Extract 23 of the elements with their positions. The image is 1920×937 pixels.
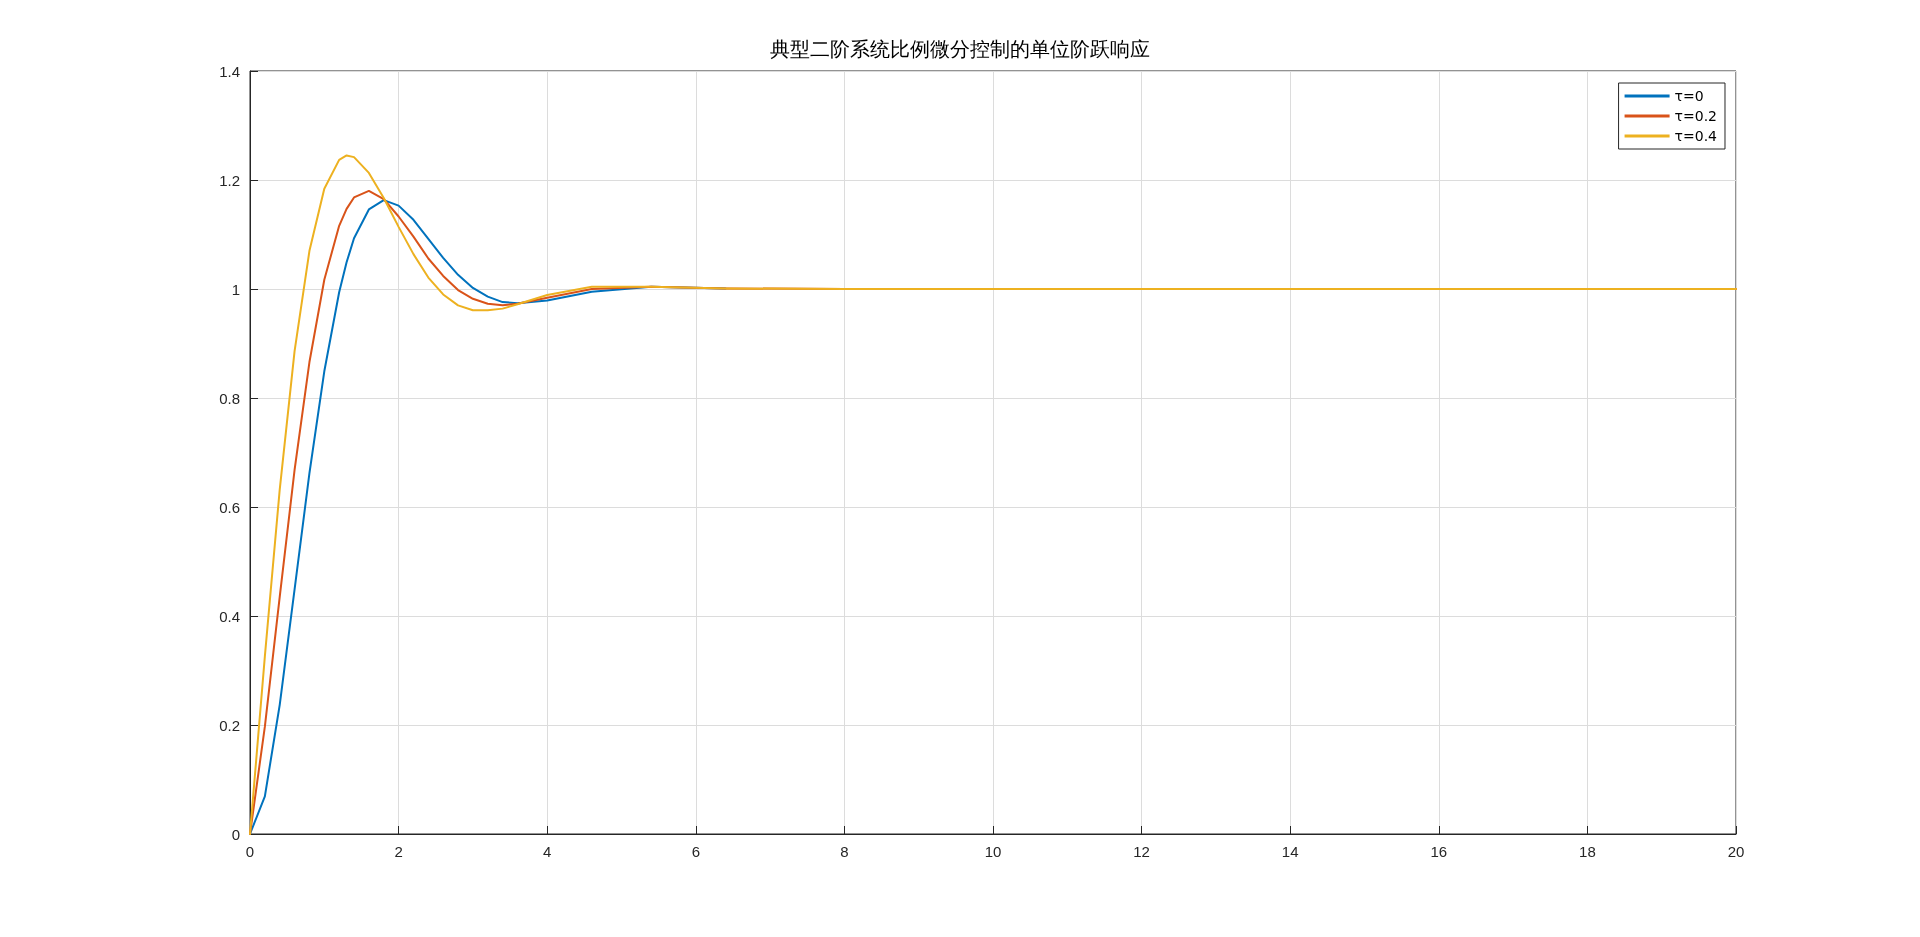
x-tick-label: 14 — [1281, 843, 1299, 860]
y-tick-label: 1.4 — [219, 62, 240, 80]
y-tick-label: 0.6 — [219, 498, 240, 516]
legend-label: τ=0.2 — [1674, 108, 1718, 124]
x-tick-label: 10 — [984, 843, 1002, 860]
chart-title: 典型二阶系统比例微分控制的单位阶跃响应 — [770, 37, 1150, 61]
x-tick-label: 20 — [1727, 843, 1745, 860]
x-tick-label: 6 — [691, 843, 700, 860]
y-tick-label: 0.2 — [219, 716, 240, 734]
x-tick-label: 4 — [543, 843, 552, 860]
y-tick-label: 0 — [231, 825, 240, 843]
x-tick-label: 2 — [394, 843, 403, 860]
x-tick-label: 0 — [245, 843, 255, 860]
x-tick-label: 8 — [840, 843, 849, 860]
y-tick-label: 1 — [231, 280, 240, 298]
y-tick-label: 1.2 — [219, 171, 240, 189]
x-tick-label: 18 — [1579, 843, 1596, 860]
legend-label: τ=0.4 — [1674, 128, 1718, 144]
y-tick-label: 0.4 — [219, 607, 240, 625]
y-tick-label: 0.8 — [219, 389, 240, 407]
x-tick-label: 12 — [1133, 843, 1150, 860]
x-tick-label: 16 — [1430, 843, 1448, 860]
legend-label: τ=0 — [1674, 88, 1704, 104]
